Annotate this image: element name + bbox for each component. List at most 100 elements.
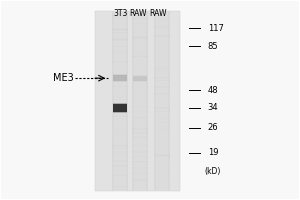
Bar (112, 187, 128, 188)
Bar (134, 11, 146, 191)
Bar (154, 122, 170, 123)
Bar (113, 81, 127, 82)
Bar (112, 39, 128, 40)
Bar (154, 77, 170, 79)
Text: 3T3: 3T3 (113, 9, 127, 18)
Bar (132, 172, 148, 173)
Bar (112, 111, 128, 113)
Bar (112, 99, 128, 100)
Bar (112, 78, 128, 79)
Bar (154, 11, 170, 191)
Bar (112, 89, 128, 90)
Bar (154, 176, 170, 178)
Bar (112, 46, 128, 47)
Bar (154, 114, 170, 116)
Bar (132, 41, 148, 42)
Text: (kD): (kD) (205, 167, 221, 176)
Bar (132, 36, 148, 37)
Bar (154, 86, 170, 88)
Bar (112, 29, 128, 31)
Text: RAW: RAW (129, 9, 147, 18)
Bar (133, 75, 147, 76)
Bar (132, 33, 148, 34)
Bar (112, 111, 128, 112)
Bar (132, 117, 148, 119)
Bar (112, 15, 128, 16)
Bar (132, 23, 148, 24)
Bar (112, 40, 128, 41)
Bar (154, 155, 170, 157)
Bar (112, 134, 128, 135)
Bar (112, 16, 128, 18)
Bar (112, 34, 128, 35)
Bar (154, 162, 170, 164)
Bar (95, 11, 180, 191)
Bar (132, 37, 148, 38)
Bar (112, 93, 128, 94)
Bar (112, 137, 128, 138)
Bar (112, 152, 128, 154)
Bar (112, 90, 128, 91)
Bar (132, 37, 148, 39)
Bar (154, 100, 170, 101)
Bar (132, 107, 148, 108)
Bar (112, 53, 128, 54)
Bar (112, 156, 128, 158)
Bar (154, 189, 170, 190)
Bar (154, 65, 170, 67)
Bar (112, 59, 128, 60)
Bar (154, 54, 170, 56)
Bar (154, 122, 170, 123)
Bar (132, 52, 148, 54)
Bar (132, 55, 148, 57)
Bar (154, 35, 170, 37)
Bar (112, 165, 128, 167)
Bar (132, 156, 148, 157)
Bar (154, 145, 170, 147)
Bar (154, 131, 170, 132)
Bar (154, 97, 170, 99)
Bar (154, 20, 170, 22)
Bar (112, 52, 128, 53)
Bar (154, 94, 170, 95)
Bar (112, 140, 128, 142)
Bar (112, 78, 128, 79)
Bar (154, 20, 170, 21)
Bar (112, 175, 128, 176)
Bar (132, 30, 148, 32)
Bar (132, 142, 148, 144)
Bar (132, 17, 148, 19)
Bar (154, 125, 170, 127)
Bar (154, 129, 170, 130)
Bar (154, 47, 170, 49)
Bar (132, 136, 148, 138)
Bar (112, 47, 128, 48)
Bar (132, 21, 148, 22)
Bar (154, 46, 170, 48)
Bar (112, 125, 128, 126)
Bar (132, 161, 148, 162)
Bar (112, 100, 128, 101)
Bar (154, 93, 170, 94)
Bar (113, 111, 127, 113)
Bar (112, 159, 128, 161)
Bar (154, 80, 170, 81)
Bar (132, 146, 148, 147)
Bar (132, 132, 148, 134)
Bar (132, 14, 148, 15)
Bar (132, 46, 148, 48)
Bar (114, 11, 126, 191)
Bar (154, 170, 170, 171)
Bar (112, 114, 128, 115)
Bar (132, 68, 148, 69)
Bar (113, 104, 127, 112)
Bar (156, 11, 168, 191)
Bar (132, 167, 148, 169)
Text: 19: 19 (208, 148, 218, 157)
Bar (154, 151, 170, 153)
Bar (132, 11, 148, 191)
Bar (112, 27, 128, 28)
Bar (132, 65, 148, 67)
Bar (112, 49, 128, 51)
Bar (132, 82, 148, 83)
